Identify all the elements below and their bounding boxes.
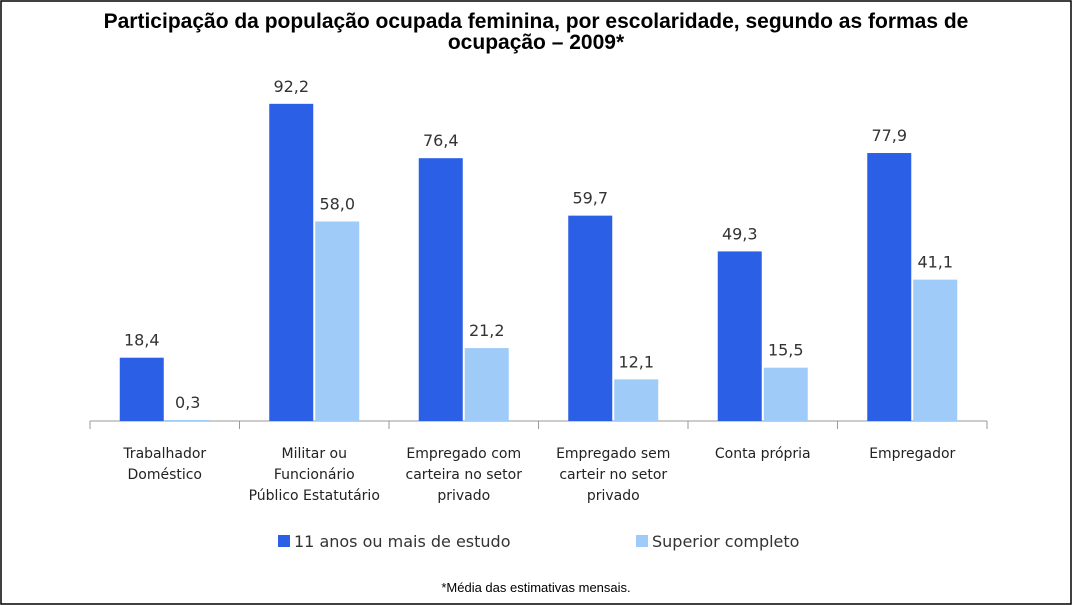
x-tick-label: Trabalhador Doméstico <box>122 446 206 483</box>
footnote: *Média das estimativas mensais. <box>441 580 630 595</box>
bar <box>269 103 314 421</box>
data-label: 59,7 <box>572 189 608 208</box>
bar <box>464 348 509 421</box>
bar <box>717 251 762 421</box>
legend-label: Superior completo <box>652 532 799 551</box>
data-label: 58,0 <box>319 194 355 213</box>
bar <box>913 279 958 421</box>
data-label: 21,2 <box>469 321 505 340</box>
bar <box>418 158 463 421</box>
x-tick-label: Empregador <box>869 446 955 462</box>
data-label: 0,3 <box>175 393 200 412</box>
data-label: 76,4 <box>423 131 459 150</box>
chart-title: Participação da população ocupada femini… <box>104 10 969 54</box>
data-label: 18,4 <box>124 331 160 350</box>
x-tick-label: Conta própria <box>715 446 811 462</box>
data-label: 49,3 <box>722 224 758 243</box>
x-tick-label: Empregado sem carteir no setor privado <box>556 446 670 504</box>
bar <box>867 153 912 422</box>
x-tick-label: Militar ou Funcionário Público Estatutário <box>249 446 380 504</box>
legend-swatch <box>636 535 648 547</box>
bar <box>763 367 808 421</box>
bar <box>119 357 164 421</box>
bar <box>568 215 613 421</box>
bar <box>614 379 659 421</box>
bar <box>315 221 360 421</box>
data-label: 12,1 <box>618 352 654 371</box>
data-label: 77,9 <box>871 126 907 145</box>
x-tick-label: Empregado com carteira no setor privado <box>406 446 523 504</box>
legend-swatch <box>278 535 290 547</box>
legend-label: 11 anos ou mais de estudo <box>294 532 511 551</box>
data-label: 41,1 <box>917 253 953 272</box>
data-label: 15,5 <box>768 341 804 360</box>
data-label: 92,2 <box>273 77 309 96</box>
bar <box>165 419 210 421</box>
